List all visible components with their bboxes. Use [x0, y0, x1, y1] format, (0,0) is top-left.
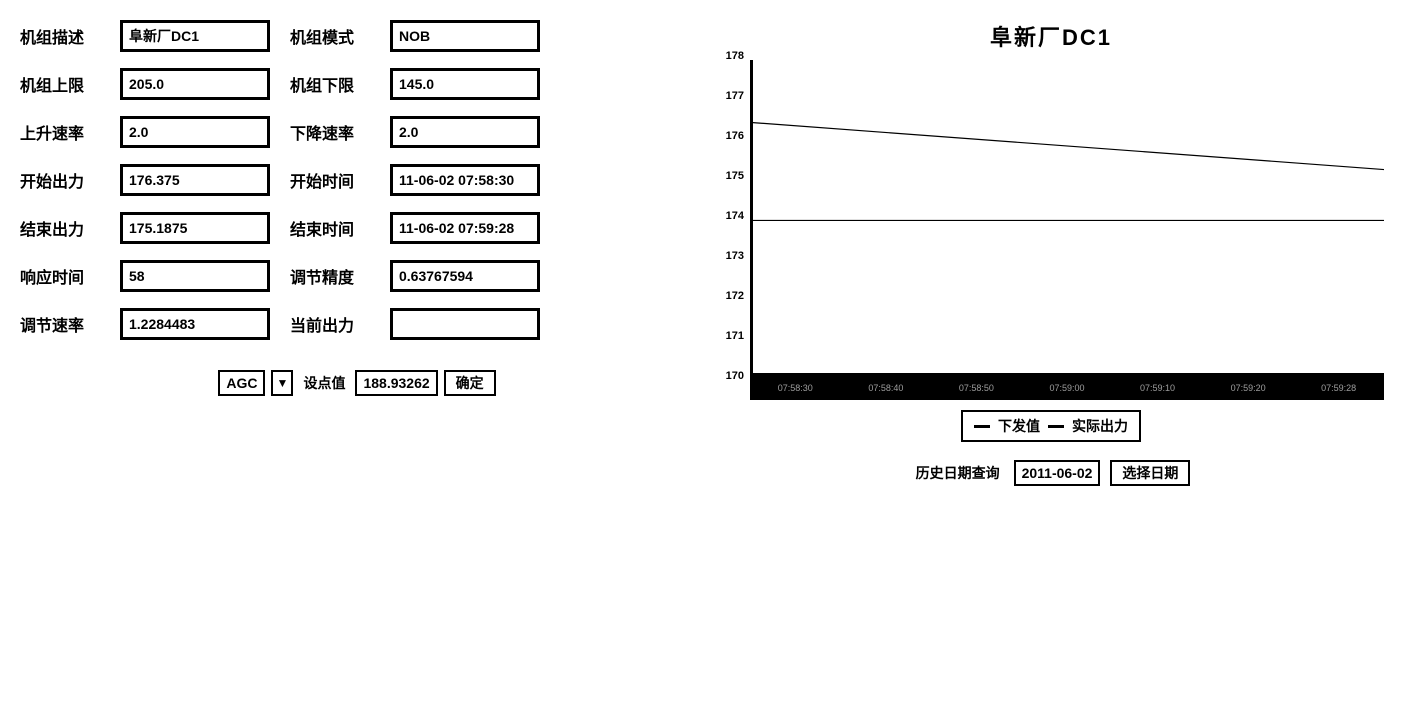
chart-svg — [753, 60, 1384, 373]
label-lower-limit: 机组下限 — [290, 72, 370, 96]
legend-dash-icon — [974, 425, 990, 428]
input-lower-limit[interactable]: 145.0 — [390, 68, 540, 100]
legend-item-2: 实际出力 — [1072, 416, 1128, 436]
input-adj-rate[interactable]: 1.2284483 — [120, 308, 270, 340]
label-unit-mode: 机组模式 — [290, 24, 370, 48]
chart-title: 阜新厂DC1 — [714, 20, 1388, 52]
input-end-output[interactable]: 175.1875 — [120, 212, 270, 244]
input-response-time[interactable]: 58 — [120, 260, 270, 292]
x-axis-band: 07:58:3007:58:4007:58:5007:59:0007:59:10… — [750, 376, 1384, 400]
input-upper-limit[interactable]: 205.0 — [120, 68, 270, 100]
select-date-button[interactable]: 选择日期 — [1110, 460, 1190, 486]
input-unit-mode[interactable]: NOB — [390, 20, 540, 52]
input-ramp-down[interactable]: 2.0 — [390, 116, 540, 148]
label-adj-accuracy: 调节精度 — [290, 264, 370, 288]
history-label: 历史日期查询 — [916, 463, 1000, 483]
input-start-output[interactable]: 176.375 — [120, 164, 270, 196]
label-adj-rate: 调节速率 — [20, 312, 100, 336]
input-unit-desc[interactable]: 阜新厂DC1 — [120, 20, 270, 52]
label-current-output: 当前出力 — [290, 312, 370, 336]
setpoint-input[interactable]: 188.93262 — [355, 370, 437, 396]
y-axis-ticks: 178177176175174173172171170 — [714, 56, 748, 376]
history-date-input[interactable]: 2011-06-02 — [1014, 460, 1101, 486]
chart-plot-area — [750, 60, 1384, 376]
main-container: 机组描述 阜新厂DC1 机组模式 NOB 机组上限 205.0 机组下限 145… — [20, 20, 1388, 486]
input-end-time[interactable]: 11-06-02 07:59:28 — [390, 212, 540, 244]
setpoint-label: 设点值 — [303, 373, 345, 393]
legend-dash-icon — [1048, 425, 1064, 428]
chart-legend: 下发值 实际出力 — [961, 410, 1141, 442]
label-start-output: 开始出力 — [20, 168, 100, 192]
input-adj-accuracy[interactable]: 0.63767594 — [390, 260, 540, 292]
form-grid: 机组描述 阜新厂DC1 机组模式 NOB 机组上限 205.0 机组下限 145… — [20, 20, 694, 340]
legend-item-1: 下发值 — [998, 416, 1040, 436]
label-end-time: 结束时间 — [290, 216, 370, 240]
input-ramp-up[interactable]: 2.0 — [120, 116, 270, 148]
label-response-time: 响应时间 — [20, 264, 100, 288]
label-ramp-up: 上升速率 — [20, 120, 100, 144]
history-controls: 历史日期查询 2011-06-02 选择日期 — [714, 460, 1388, 486]
label-end-output: 结束出力 — [20, 216, 100, 240]
input-current-output[interactable] — [390, 308, 540, 340]
mode-select[interactable]: AGC — [218, 370, 265, 396]
label-upper-limit: 机组上限 — [20, 72, 100, 96]
input-start-time[interactable]: 11-06-02 07:58:30 — [390, 164, 540, 196]
bottom-controls: AGC ▼ 设点值 188.93262 确定 — [20, 370, 694, 396]
dropdown-arrow-icon[interactable]: ▼ — [271, 370, 293, 396]
chart-wrap: 178177176175174173172171170 07:58:3007:5… — [714, 56, 1388, 376]
label-unit-desc: 机组描述 — [20, 24, 100, 48]
form-panel: 机组描述 阜新厂DC1 机组模式 NOB 机组上限 205.0 机组下限 145… — [20, 20, 694, 486]
confirm-button[interactable]: 确定 — [444, 370, 496, 396]
chart-panel: 阜新厂DC1 178177176175174173172171170 07:58… — [714, 20, 1388, 486]
label-ramp-down: 下降速率 — [290, 120, 370, 144]
label-start-time: 开始时间 — [290, 168, 370, 192]
